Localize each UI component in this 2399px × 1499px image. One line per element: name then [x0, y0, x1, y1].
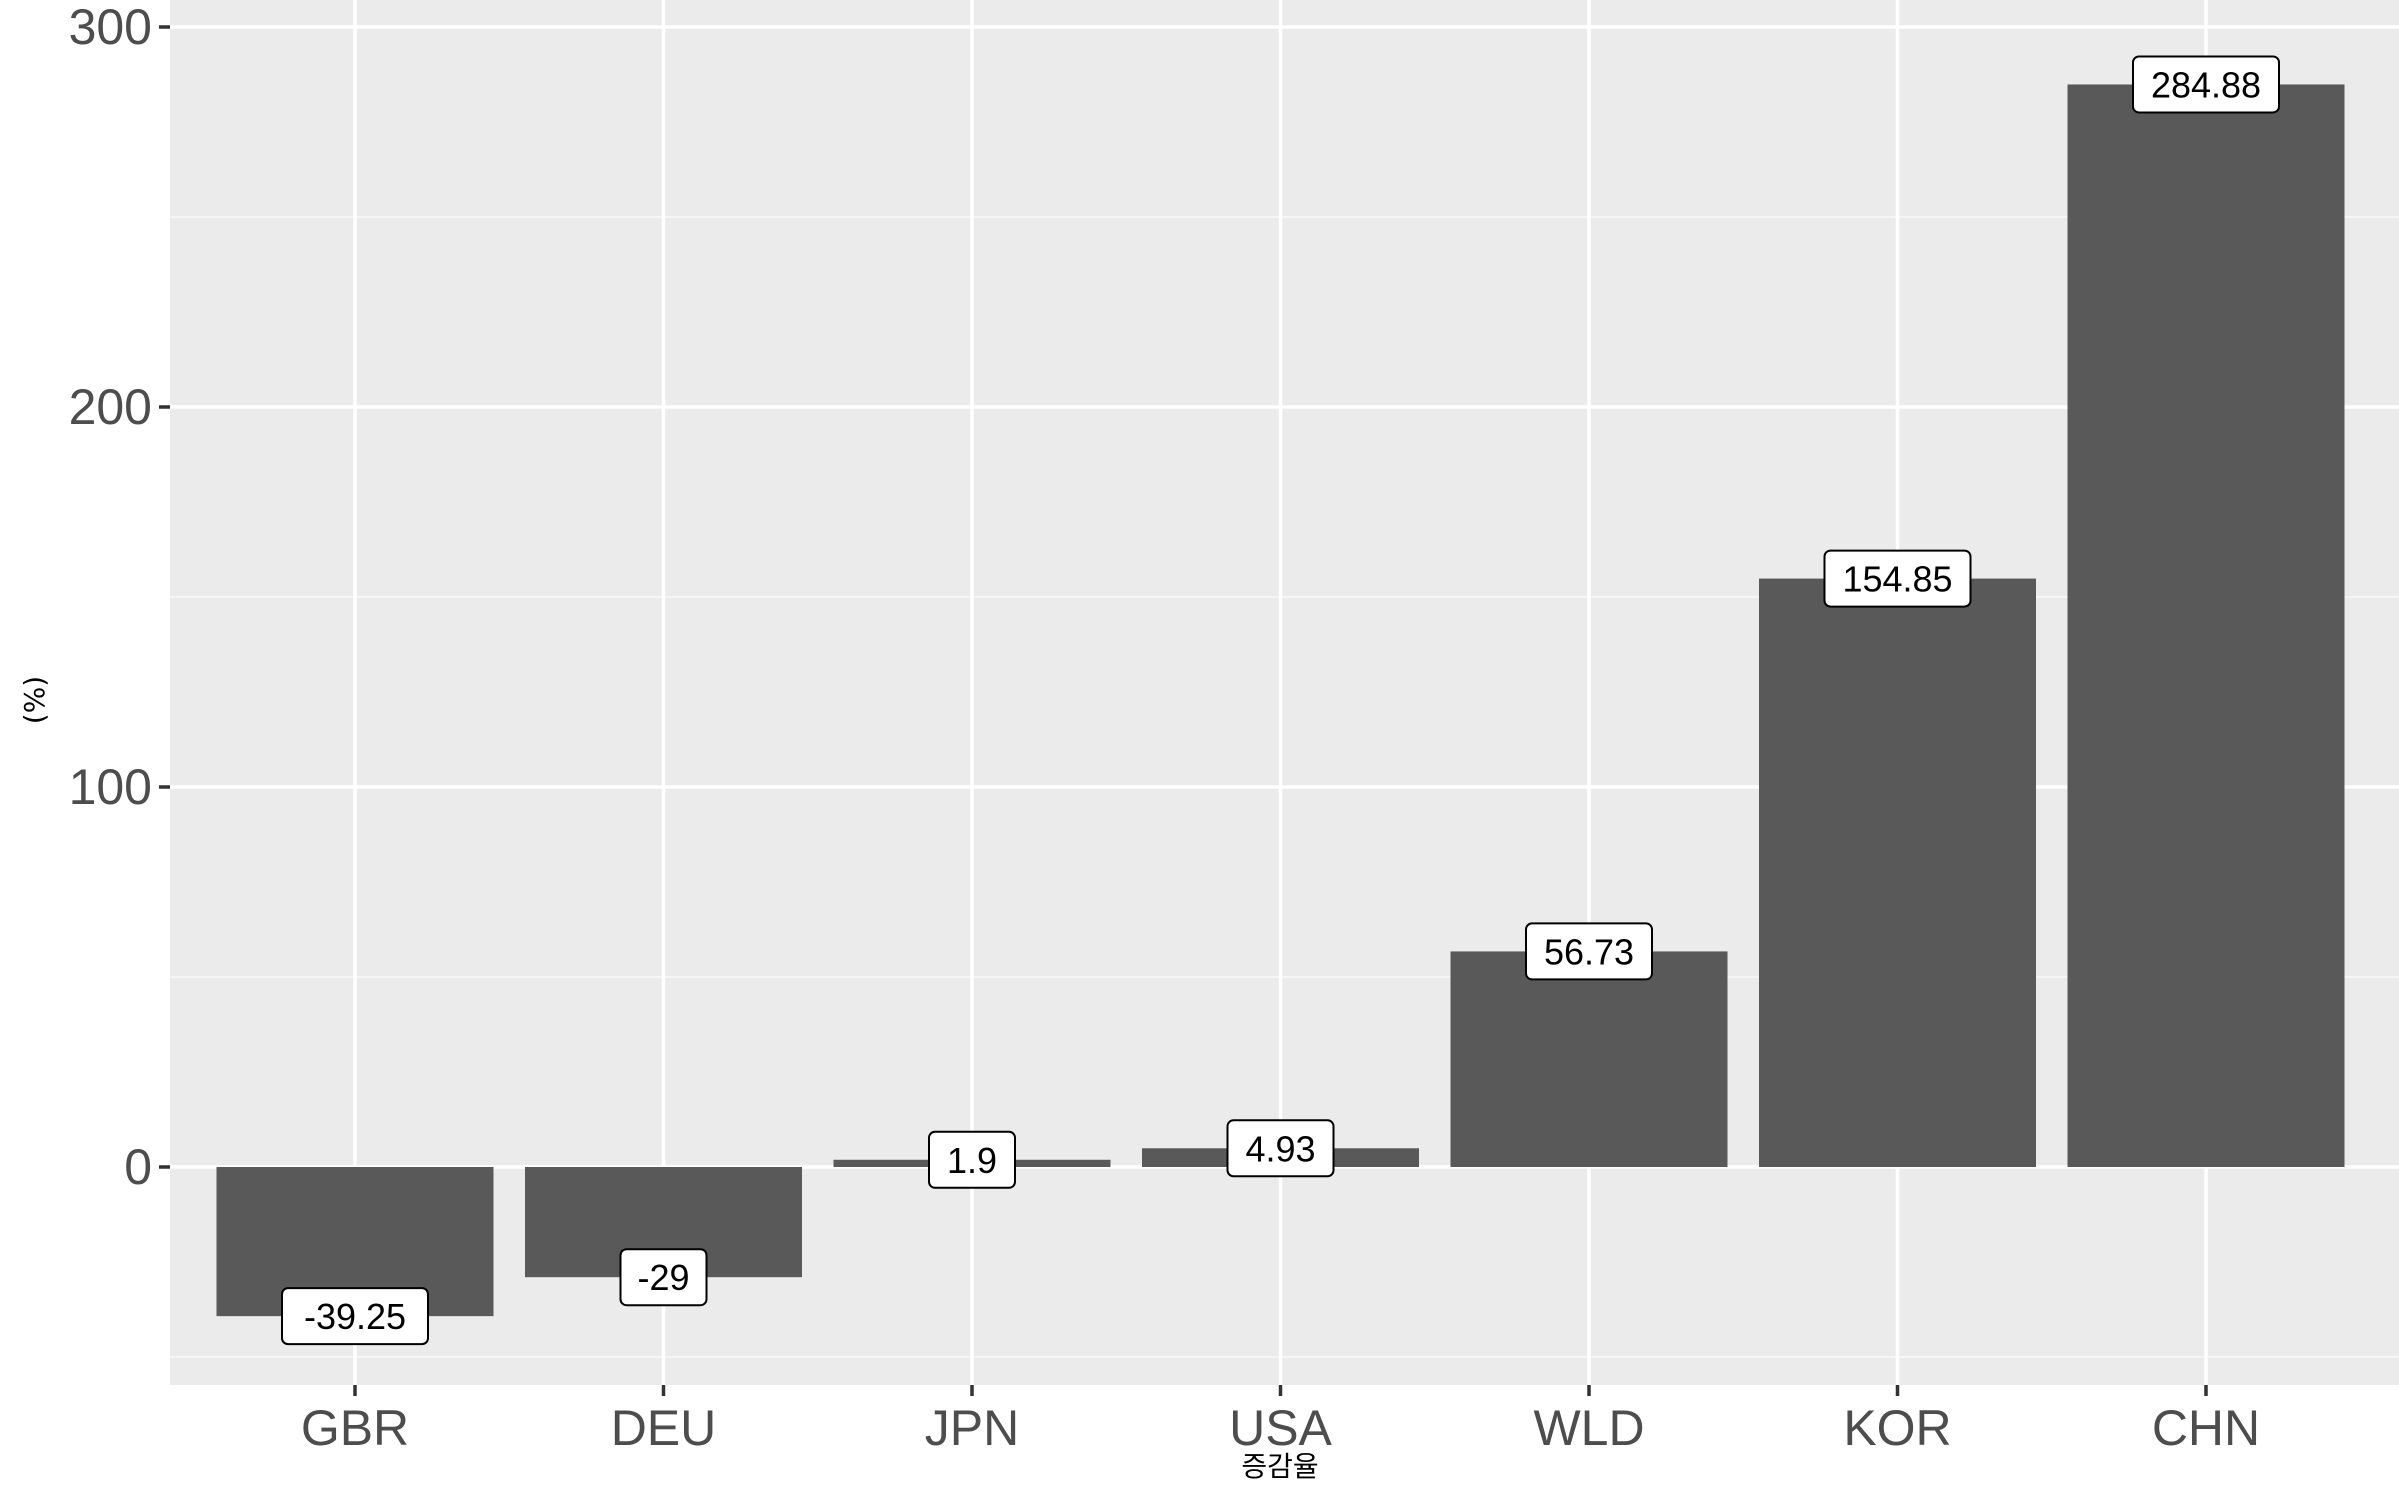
data-label-box	[281, 1287, 429, 1346]
data-label-box	[1525, 922, 1653, 981]
x-tick-label: CHN	[2152, 1400, 2260, 1456]
x-tick-label: USA	[1229, 1400, 1332, 1456]
x-tick-label: DEU	[611, 1400, 717, 1456]
data-label: 154.85	[1842, 559, 1952, 600]
y-tick-label: 200	[69, 379, 152, 435]
data-label: -39.25	[304, 1296, 406, 1337]
data-label-box	[619, 1248, 708, 1307]
data-label: -29	[637, 1257, 689, 1298]
data-label-box	[928, 1130, 1016, 1189]
data-label-box	[1226, 1119, 1335, 1178]
data-labels: -39.25 -29 1.9 4.93 56.73 154.85 284.88	[281, 55, 2280, 1346]
x-tick-label: GBR	[301, 1400, 409, 1456]
y-tick-label: 100	[69, 759, 152, 815]
data-label: 284.88	[2151, 64, 2261, 105]
bar-chn	[2067, 84, 2345, 1167]
data-label: 56.73	[1544, 931, 1634, 972]
y-tick-label: 0	[124, 1139, 152, 1195]
x-tick-label: WLD	[1533, 1400, 1644, 1456]
y-axis-title: (%)	[18, 676, 51, 724]
data-label-box	[1823, 549, 1972, 608]
data-label-box	[2132, 55, 2280, 114]
x-tick-label: JPN	[925, 1400, 1019, 1456]
x-axis: GBR DEU JPN USA WLD KOR CHN	[301, 1385, 2260, 1456]
x-tick-label: KOR	[1843, 1400, 1951, 1456]
y-tick-label: 300	[69, 0, 152, 55]
bar-kor	[1759, 578, 2036, 1167]
data-label: 4.93	[1245, 1128, 1315, 1169]
data-label: 1.9	[947, 1140, 997, 1181]
bar-wld	[1450, 951, 1728, 1167]
y-axis: 0 100 200 300	[69, 0, 170, 1195]
x-axis-title: 증감율	[1241, 1450, 1318, 1483]
